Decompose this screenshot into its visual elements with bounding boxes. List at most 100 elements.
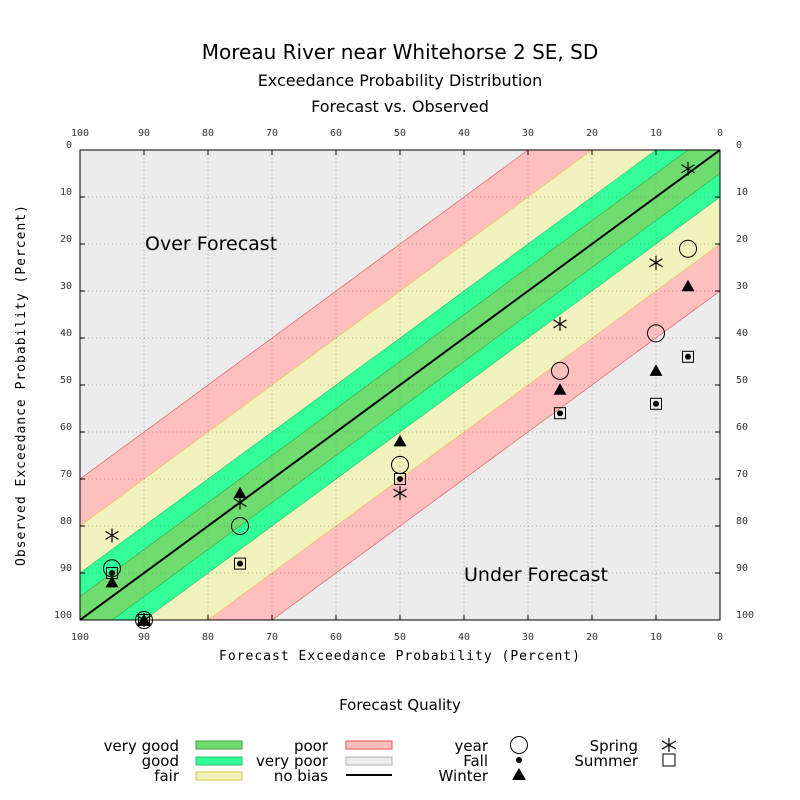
legend-very-good-label: very good — [104, 737, 179, 755]
x-tick-label-bottom: 10 — [650, 632, 662, 643]
point-spring — [137, 613, 151, 627]
legend: Forecast Quality very good good fair poo… — [104, 696, 677, 785]
point-spring — [393, 486, 407, 501]
chart-title: Moreau River near Whitehorse 2 SE, SD — [201, 40, 599, 64]
x-tick-label-bottom: 90 — [138, 632, 150, 643]
point-year — [135, 611, 153, 629]
point-winter — [393, 434, 407, 447]
point-winter — [233, 486, 247, 499]
point-spring — [553, 316, 567, 331]
point-year — [647, 324, 665, 343]
x-tick-label-bottom: 50 — [394, 632, 406, 643]
data-points — [103, 161, 697, 629]
no-bias-line — [80, 150, 720, 620]
x-tick-label-top: 20 — [586, 128, 598, 139]
legend-year-label: year — [455, 737, 489, 755]
legend-spring-asterisk-icon — [661, 738, 677, 752]
point-summer — [394, 473, 406, 485]
y-tick-label-left: 60 — [60, 422, 72, 433]
x-tick-label-top: 10 — [650, 128, 662, 139]
tick-labels: 1001009090808070706060505040403030202010… — [54, 128, 754, 643]
legend-poor-swatch — [345, 740, 393, 750]
over-forecast-label: Over Forecast — [145, 233, 277, 255]
chart-subtitle-2: Forecast vs. Observed — [311, 97, 489, 116]
point-spring — [649, 255, 663, 270]
axes — [79, 149, 721, 621]
y-tick-label-left: 100 — [54, 610, 72, 621]
legend-spring-label: Spring — [590, 737, 638, 755]
point-winter — [681, 279, 695, 292]
x-tick-label-bottom: 40 — [458, 632, 470, 643]
x-axis-label: Forecast Exceedance Probability (Percent… — [219, 649, 581, 664]
under-forecast-label: Under Forecast — [464, 564, 608, 586]
y-tick-label-right: 10 — [736, 187, 748, 198]
point-spring — [233, 495, 247, 510]
x-tick-label-top: 80 — [202, 128, 214, 139]
y-tick-label-left: 40 — [60, 328, 72, 339]
legend-fall-dot-icon — [516, 757, 522, 763]
point-spring — [681, 161, 695, 176]
legend-poor-label: poor — [294, 737, 329, 755]
x-tick-label-top: 70 — [266, 128, 278, 139]
legend-winter-triangle-icon — [512, 768, 526, 780]
point-summer — [138, 614, 150, 626]
point-year — [231, 517, 249, 535]
point-summer — [554, 407, 566, 420]
legend-fair-label: fair — [154, 767, 180, 785]
legend-very-poor-label: very poor — [256, 752, 329, 770]
y-tick-label-left: 90 — [60, 563, 72, 574]
legend-fall-label: Fall — [463, 752, 488, 770]
point-fall — [557, 410, 563, 417]
point-summer — [106, 567, 118, 579]
x-tick-label-bottom: 30 — [522, 632, 534, 643]
x-tick-label-bottom: 60 — [330, 632, 342, 643]
x-tick-label-top: 40 — [458, 128, 470, 139]
y-tick-label-right: 20 — [736, 234, 748, 245]
point-spring — [105, 528, 119, 543]
legend-very-poor-swatch — [345, 756, 393, 766]
point-winter — [649, 364, 663, 376]
legend-title: Forecast Quality — [339, 696, 461, 714]
y-tick-label-left: 70 — [60, 469, 72, 480]
y-tick-label-right: 30 — [736, 281, 748, 292]
y-tick-label-right: 90 — [736, 563, 748, 574]
point-fall — [237, 560, 243, 567]
y-tick-label-right: 60 — [736, 422, 748, 433]
point-summer — [234, 557, 246, 570]
y-tick-label-left: 30 — [60, 281, 72, 292]
point-fall — [653, 400, 659, 407]
x-tick-label-bottom: 100 — [71, 632, 89, 643]
x-tick-label-top: 90 — [138, 128, 150, 139]
y-tick-label-right: 0 — [736, 140, 742, 151]
y-tick-label-right: 80 — [736, 516, 748, 527]
point-summer — [650, 397, 662, 410]
point-fall — [685, 353, 691, 360]
x-tick-label-bottom: 70 — [266, 632, 278, 643]
y-tick-label-right: 100 — [736, 610, 754, 621]
point-winter — [105, 575, 119, 588]
y-tick-label-left: 50 — [60, 375, 72, 386]
legend-summer-square-icon — [662, 753, 676, 767]
point-fall — [109, 570, 115, 576]
point-year — [551, 361, 569, 380]
legend-year-circle-icon — [510, 736, 528, 754]
point-winter — [553, 383, 567, 395]
y-tick-label-right: 50 — [736, 375, 748, 386]
point-fall — [397, 476, 403, 482]
y-tick-label-left: 20 — [60, 234, 72, 245]
y-tick-label-left: 80 — [60, 516, 72, 527]
y-tick-label-left: 0 — [66, 140, 72, 151]
legend-good-swatch — [195, 756, 243, 766]
no-bias-diagonal — [80, 150, 720, 620]
legend-fair-swatch — [195, 771, 243, 781]
x-tick-label-top: 60 — [330, 128, 342, 139]
point-summer — [682, 350, 694, 363]
x-tick-label-bottom: 0 — [717, 632, 723, 643]
y-tick-label-left: 10 — [60, 187, 72, 198]
x-tick-label-bottom: 80 — [202, 632, 214, 643]
point-year — [679, 239, 697, 258]
legend-winter-label: Winter — [439, 767, 489, 785]
legend-summer-label: Summer — [574, 752, 638, 770]
x-tick-label-bottom: 20 — [586, 632, 598, 643]
